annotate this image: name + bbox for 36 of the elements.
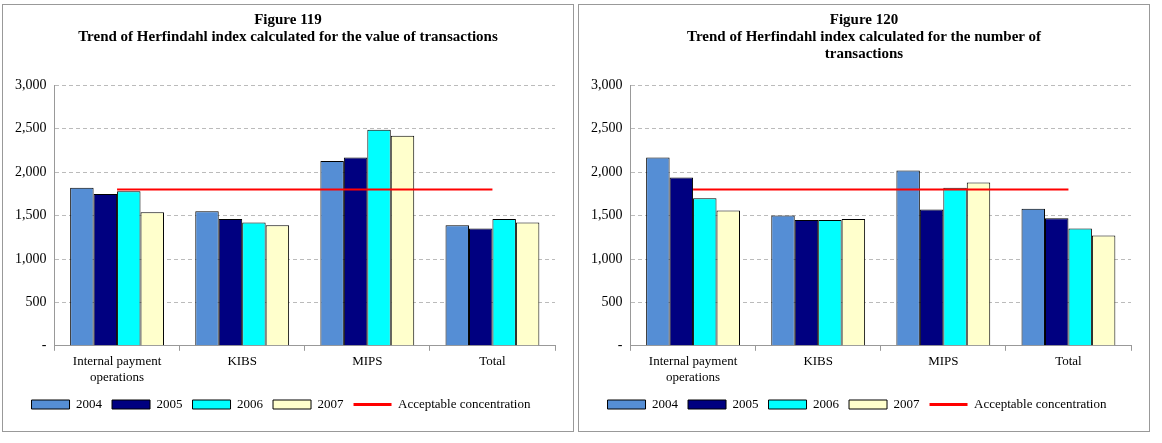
legend-label: 2005 <box>156 395 183 411</box>
x-tick-label: KIBS <box>227 353 257 369</box>
x-tick-label: MIPS <box>352 353 383 369</box>
y-tick-label: 2,000 <box>591 163 623 179</box>
y-tick-label: 3,000 <box>15 77 47 93</box>
x-tick-label: MIPS <box>928 353 959 369</box>
x-tick-label: Total <box>479 353 507 369</box>
chart-subtitle: Trend of Herfindahl index calculated for the number of transactions <box>686 28 1042 62</box>
y-tick-label: 2,500 <box>591 120 623 136</box>
y-tick-label: 1,500 <box>15 207 47 223</box>
x-tick-label: KIBS <box>803 353 833 369</box>
chart-title: Figure 120 <box>828 11 900 28</box>
legend-label: 2007 <box>317 395 345 411</box>
y-tick-label: - <box>617 337 623 353</box>
legend-label: 2006 <box>813 395 840 411</box>
y-tick-label: 3,000 <box>591 77 623 93</box>
legend-label: Acceptable concentration <box>398 395 531 411</box>
y-tick-label: 2,500 <box>15 120 47 136</box>
y-tick-label: - <box>41 337 47 353</box>
y-tick-label: 500 <box>25 294 47 310</box>
legend-label: 2006 <box>237 395 264 411</box>
x-tick-label: Internal payment operations <box>72 353 162 384</box>
legend-label: 2005 <box>732 395 759 411</box>
chart-subtitle: Trend of Herfindahl index calculated for the value of transactions <box>78 28 498 45</box>
y-tick-label: 1,000 <box>591 250 623 266</box>
y-tick-label: 2,000 <box>15 163 47 179</box>
legend-label: 2004 <box>652 395 679 411</box>
y-tick-label: 1,000 <box>15 250 47 266</box>
legend-label: Acceptable concentration <box>974 395 1107 411</box>
x-tick-label: Total <box>1055 353 1083 369</box>
y-tick-label: 1,500 <box>591 207 623 223</box>
legend-label: 2004 <box>76 395 103 411</box>
legend-label: 2007 <box>893 395 921 411</box>
y-tick-label: 500 <box>601 294 623 310</box>
chart-title: Figure 119 <box>253 11 323 28</box>
x-tick-label: Internal payment operations <box>648 353 738 384</box>
